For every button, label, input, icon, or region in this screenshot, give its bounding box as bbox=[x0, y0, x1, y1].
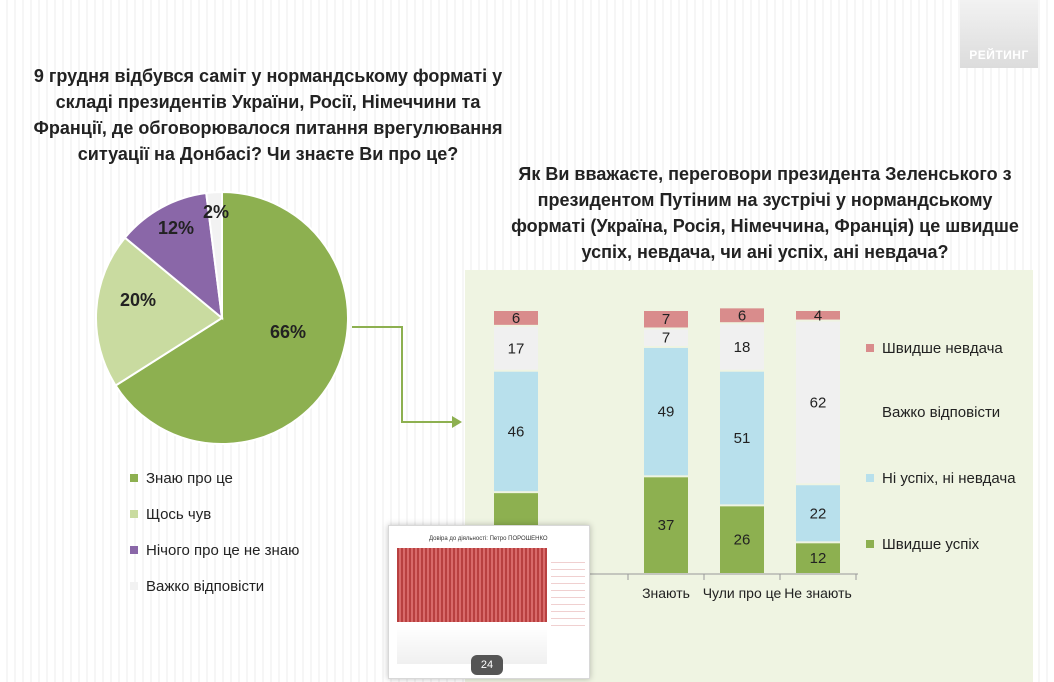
pie-slice-label: 2% bbox=[203, 202, 229, 222]
pie-legend-item: Щось чув bbox=[130, 496, 299, 532]
brand-text: РЕЙТИНГ bbox=[969, 48, 1029, 62]
bar-segment bbox=[796, 543, 840, 573]
pie-slice bbox=[95, 236, 224, 387]
bar-segment bbox=[494, 371, 538, 492]
bar-value-label: 22 bbox=[810, 505, 827, 522]
pie-chart: 66% 20% 12% 2% bbox=[95, 190, 349, 445]
legend-swatch bbox=[866, 344, 874, 352]
page-number-badge[interactable]: 24 bbox=[471, 655, 503, 675]
legend-swatch bbox=[130, 474, 138, 482]
bar-segment bbox=[644, 347, 688, 476]
pie-legend-item: Знаю про це bbox=[130, 460, 299, 496]
pie-legend-item: Нічого про це не знаю bbox=[130, 532, 299, 568]
bar-value-label: 7 bbox=[662, 330, 670, 347]
pie-slice-label: 20% bbox=[120, 290, 156, 310]
legend-label: Швидше успіх bbox=[882, 535, 980, 553]
thumbnail-chart bbox=[397, 548, 547, 622]
legend-swatch bbox=[130, 546, 138, 554]
bar-value-label: 6 bbox=[512, 310, 520, 327]
pie-chart-title: 9 грудня відбувся саміт у нормандському … bbox=[33, 66, 503, 164]
bar-segment bbox=[720, 506, 764, 573]
legend-label: Швидше невдача bbox=[882, 339, 1003, 357]
category-label: Чули про це bbox=[703, 585, 782, 601]
bar-value-label: 26 bbox=[734, 532, 751, 549]
bar-segment bbox=[720, 371, 764, 505]
bar-value-label: 17 bbox=[508, 340, 525, 357]
pie-legend: Знаю про це Щось чув Нічого про це не зн… bbox=[130, 460, 299, 604]
bar-value-label: 37 bbox=[658, 517, 675, 534]
bar-legend-item: Швидше невдача bbox=[866, 330, 1003, 366]
bar-value-label: 46 bbox=[508, 423, 525, 440]
legend-swatch bbox=[130, 510, 138, 518]
connector-arrow bbox=[352, 326, 462, 428]
bar-segment bbox=[796, 321, 840, 484]
legend-label: Важко відповісти bbox=[882, 403, 1001, 421]
brand-logo: РЕЙТИНГ bbox=[960, 0, 1038, 68]
bar-value-label: 51 bbox=[734, 430, 751, 447]
bar-value-label: 7 bbox=[662, 311, 670, 328]
legend-swatch bbox=[866, 540, 874, 548]
legend-label: Важко відповісти bbox=[146, 577, 265, 595]
bar-segment bbox=[720, 324, 764, 370]
thumbnail-legend bbox=[551, 556, 585, 626]
pie-slice bbox=[114, 190, 349, 445]
bar-segment bbox=[494, 311, 538, 325]
slide-thumbnail-preview[interactable]: Довіра до діяльності: Петро ПОРОШЕНКО bbox=[388, 525, 590, 679]
legend-swatch bbox=[130, 582, 138, 590]
bar-legend-item: Важко відповісти bbox=[882, 394, 1000, 430]
category-label: Не знають bbox=[784, 585, 852, 601]
legend-label: Нічого про це не знаю bbox=[146, 541, 300, 559]
bar-segment bbox=[644, 329, 688, 346]
bar-segment bbox=[644, 311, 688, 328]
bar-value-label: 49 bbox=[658, 404, 675, 421]
category-label: Знають bbox=[642, 585, 690, 601]
bar-legend-item: Швидше успіх bbox=[866, 526, 979, 562]
bar-segment bbox=[796, 311, 840, 320]
bar-value-label: 6 bbox=[738, 307, 746, 324]
bar-value-label: 4 bbox=[814, 307, 822, 324]
arrow-head bbox=[452, 416, 462, 428]
bar-legend-item: Ні успіх, ні невдача bbox=[866, 460, 1016, 496]
legend-label: Ні успіх, ні невдача bbox=[882, 469, 1016, 487]
bar-chart-title: Як Ви вважаєте, переговори президента Зе… bbox=[511, 164, 1019, 262]
pie-slice-label: 66% bbox=[270, 322, 306, 342]
pie-slice bbox=[123, 191, 224, 321]
stacked-bar-chart: 3146176374977Знають2651186Чули про це122… bbox=[478, 307, 858, 601]
bar-segment bbox=[644, 477, 688, 573]
bar-segment bbox=[494, 326, 538, 370]
pie-legend-item: Важко відповісти bbox=[130, 568, 299, 604]
thumbnail-title: Довіра до діяльності: Петро ПОРОШЕНКО bbox=[429, 536, 548, 542]
pie-slice-label: 12% bbox=[158, 218, 194, 238]
bar-value-label: 62 bbox=[810, 394, 827, 411]
arrow-line bbox=[352, 326, 452, 423]
bar-segment bbox=[720, 308, 764, 323]
legend-swatch bbox=[866, 474, 874, 482]
legend-label: Знаю про це bbox=[146, 469, 233, 487]
bar-value-label: 12 bbox=[810, 550, 827, 567]
legend-label: Щось чув bbox=[146, 505, 212, 523]
pie-slice bbox=[205, 190, 223, 319]
bar-segment bbox=[796, 485, 840, 542]
bar-value-label: 18 bbox=[734, 339, 751, 356]
